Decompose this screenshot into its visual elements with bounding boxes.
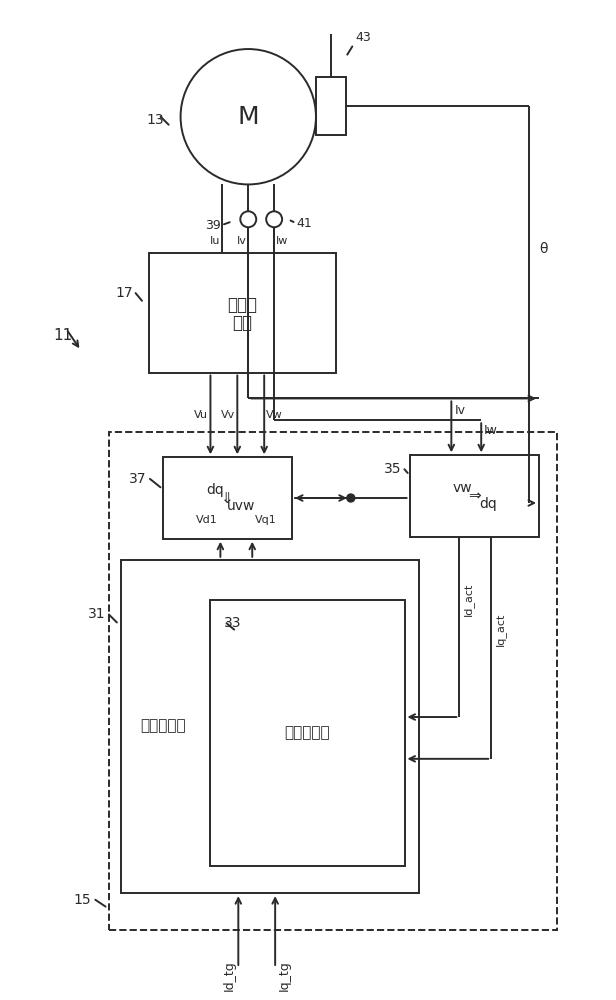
Text: ⇒: ⇒: [468, 489, 480, 504]
Text: Vq1: Vq1: [255, 515, 277, 525]
Text: M: M: [237, 105, 259, 129]
Text: 13: 13: [147, 113, 164, 127]
Text: uvw: uvw: [227, 499, 256, 513]
Text: 信息设定部: 信息设定部: [284, 725, 330, 740]
Bar: [163, 457, 292, 539]
Text: 电路: 电路: [232, 314, 253, 332]
Text: θ: θ: [539, 242, 548, 256]
Text: 41: 41: [296, 217, 312, 230]
Text: Iv: Iv: [237, 236, 246, 246]
Text: Vv: Vv: [221, 410, 235, 420]
Text: Vu: Vu: [193, 410, 208, 420]
Text: Iu: Iu: [210, 236, 221, 246]
Circle shape: [180, 49, 316, 184]
Text: 39: 39: [205, 219, 221, 232]
Circle shape: [347, 494, 355, 502]
Text: 43: 43: [356, 31, 371, 44]
Text: Vd1: Vd1: [196, 515, 217, 525]
Text: dq: dq: [206, 483, 224, 497]
Bar: [211, 600, 405, 866]
Text: Iv: Iv: [455, 404, 465, 417]
Circle shape: [240, 211, 256, 227]
Text: 35: 35: [384, 462, 402, 476]
Text: vw: vw: [453, 481, 472, 495]
Text: ⇓: ⇓: [221, 491, 233, 506]
Text: Iw: Iw: [276, 236, 288, 246]
Text: Id_tg: Id_tg: [222, 960, 235, 991]
Text: Iw: Iw: [484, 424, 498, 437]
Bar: [410, 455, 539, 537]
Text: Vw: Vw: [266, 410, 283, 420]
Text: Iq_act: Iq_act: [495, 613, 506, 646]
Text: Iq_tg: Iq_tg: [278, 960, 291, 991]
Text: 逆变器: 逆变器: [227, 296, 257, 314]
Text: 电流控制部: 电流控制部: [140, 718, 185, 733]
Bar: [148, 253, 336, 373]
Text: 31: 31: [88, 607, 106, 621]
Text: 33: 33: [224, 616, 242, 630]
Text: 37: 37: [129, 472, 147, 486]
Bar: [109, 432, 557, 930]
Text: dq: dq: [479, 497, 497, 511]
Bar: [316, 77, 346, 135]
Text: 15: 15: [73, 893, 91, 907]
Bar: [121, 560, 419, 893]
Text: 11: 11: [54, 328, 73, 343]
Circle shape: [266, 211, 282, 227]
Text: 17: 17: [115, 286, 133, 300]
Text: Id_act: Id_act: [463, 583, 474, 616]
